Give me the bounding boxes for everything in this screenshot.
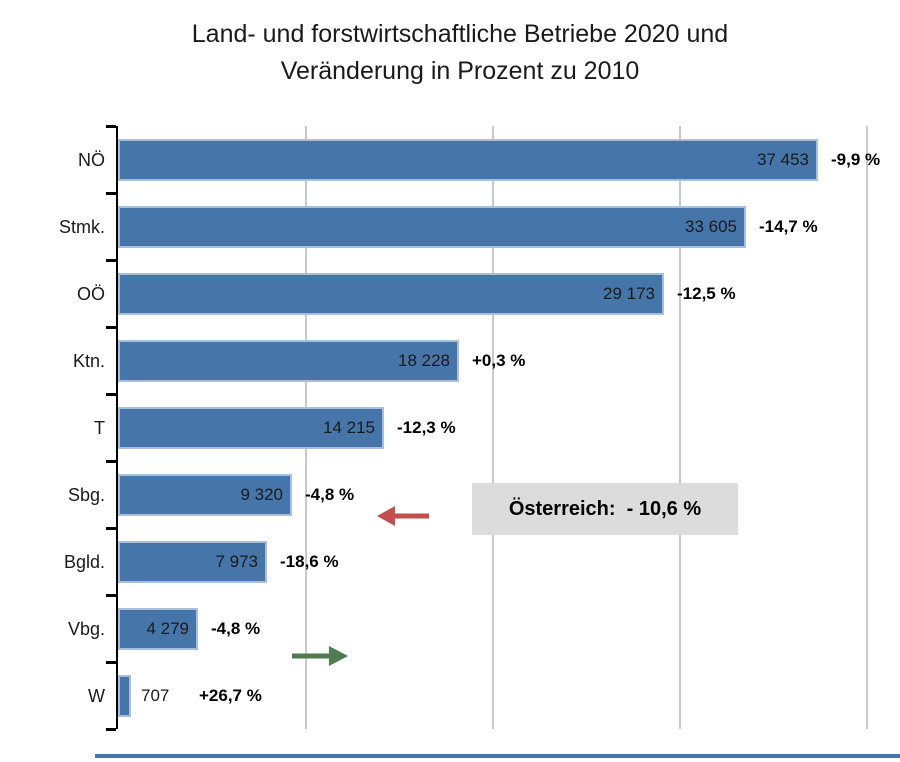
bar-value-label: 29 173 (603, 284, 655, 303)
y-axis-tick (106, 728, 116, 731)
category-label-W: W (88, 685, 105, 706)
bar-change-label: -4,8 % (305, 485, 355, 504)
bar-T (118, 407, 384, 449)
gridline (679, 126, 681, 729)
bar-Ktn. (118, 340, 459, 382)
austria-annotation-box: Österreich: - 10,6 % (472, 483, 738, 535)
bar-value-label: 18 228 (398, 351, 450, 370)
bar-change-label: +0,3 % (472, 351, 526, 370)
category-label-Ktn.: Ktn. (72, 350, 105, 371)
bar-value-label: 9 320 (240, 485, 283, 504)
bar-change-label: -18,6 % (280, 552, 339, 571)
category-label-T: T (94, 417, 105, 438)
bar-Bgld. (118, 541, 267, 583)
bar-NÖ (118, 139, 818, 181)
bar-change-label: +26,7 % (199, 686, 262, 705)
austria-annotation-text: Österreich: - 10,6 % (508, 497, 702, 520)
category-label-Bgld.: Bgld. (63, 551, 105, 572)
bar-value-label: 33 605 (685, 217, 737, 236)
bar-change-label: -14,7 % (759, 217, 818, 236)
bar-Stmk. (118, 206, 746, 248)
bar-value-label: 7 973 (215, 552, 258, 571)
y-axis-tick (106, 527, 116, 530)
y-axis-tick (106, 661, 116, 664)
footer-rule (95, 754, 900, 758)
y-axis-tick (106, 259, 116, 262)
bar-Vbg. (118, 608, 198, 650)
y-axis-tick (106, 594, 116, 597)
bar-change-label: -12,3 % (397, 418, 456, 437)
chart-title-line-1: Land- und forstwirtschaftliche Betriebe … (191, 20, 729, 48)
red-left-arrow-icon (377, 506, 429, 526)
category-label-Stmk.: Stmk. (58, 216, 105, 237)
bar-change-label: -12,5 % (677, 284, 736, 303)
y-axis-tick (106, 125, 116, 128)
y-axis-tick (106, 326, 116, 329)
y-axis-tick (106, 393, 116, 396)
bar-value-label: 707 (141, 686, 170, 705)
chart-title-line-2: Veränderung in Prozent zu 2010 (280, 57, 640, 85)
bar-value-label: 4 279 (146, 619, 189, 638)
bar-value-label: 37 453 (757, 150, 809, 169)
y-axis-line (116, 126, 118, 729)
bar-change-label: -4,8 % (211, 619, 261, 638)
gridline (866, 126, 868, 729)
green-right-arrow-icon (292, 646, 348, 666)
y-axis-tick (106, 192, 116, 195)
bar-change-label: -9,9 % (831, 150, 881, 169)
category-label-OÖ: OÖ (76, 283, 105, 304)
bar-OÖ (118, 273, 664, 315)
bar-value-label: 14 215 (323, 418, 375, 437)
bar-Sbg. (118, 474, 292, 516)
category-label-Sbg.: Sbg. (67, 484, 105, 505)
category-label-Vbg.: Vbg. (67, 618, 105, 639)
plot-area: 37 453 -9,9 % 33 605 -14,7 % 29 173 -12,5 % 18… (106, 125, 881, 731)
category-label-NÖ: NÖ (78, 149, 105, 170)
y-axis-tick (106, 460, 116, 463)
bar-W (118, 675, 131, 717)
chart-title: Land- und forstwirtschaftliche Betriebe … (20, 16, 900, 90)
gridline (492, 126, 494, 729)
